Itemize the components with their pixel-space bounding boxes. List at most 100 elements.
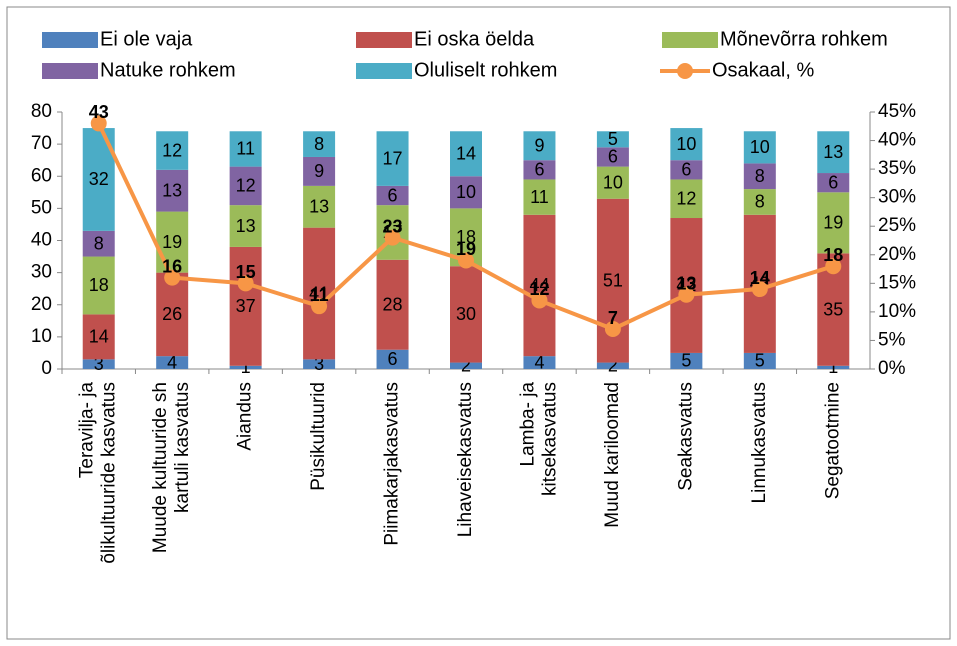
y-tick-label: 50 — [31, 197, 52, 218]
point-label: 12 — [529, 279, 549, 299]
x-tick-label: Lamba- jakitsekasvatus — [517, 382, 560, 496]
point-label: 13 — [676, 274, 696, 294]
bar-label: 1 — [828, 357, 838, 377]
bar-segment — [82, 359, 115, 369]
legend-swatch — [356, 32, 412, 48]
bar-label: 6 — [388, 185, 398, 205]
bar-label: 10 — [750, 137, 770, 157]
bar-label: 13 — [162, 180, 182, 200]
bar-segment — [523, 160, 556, 180]
y2-tick-label: 40% — [878, 130, 916, 151]
bar-label: 8 — [314, 134, 324, 154]
bar-label: 8 — [755, 192, 765, 212]
bar-label: 9 — [534, 135, 544, 155]
point-label: 43 — [89, 102, 109, 122]
bar-segment — [156, 131, 189, 170]
y2-tick-label: 0% — [878, 358, 906, 379]
legend-label: Ei oska öelda — [414, 28, 535, 50]
point-label: 18 — [823, 245, 843, 265]
legend-label: Mõnevõrra rohkem — [720, 28, 888, 50]
bar-label: 41 — [309, 283, 329, 303]
bar-label: 6 — [608, 147, 618, 167]
point-label: 15 — [236, 262, 256, 282]
bar-segment — [376, 131, 409, 186]
y2-tick-label: 20% — [878, 244, 916, 265]
line-point — [678, 286, 695, 303]
point-label: 19 — [456, 239, 476, 259]
bar-segment — [229, 166, 262, 206]
y2-tick-label: 5% — [878, 329, 906, 350]
bar-label: 12 — [162, 140, 182, 160]
bar-label: 19 — [162, 232, 182, 252]
bar-label: 6 — [681, 160, 691, 180]
bar-segment — [156, 356, 189, 369]
bar-label: 4 — [167, 352, 177, 372]
bar-segment — [743, 163, 776, 190]
bar-label: 13 — [236, 216, 256, 236]
bar-segment — [450, 176, 482, 209]
legend-label: Osakaal, % — [712, 59, 814, 81]
bar-segment — [523, 214, 556, 357]
line-point — [164, 269, 181, 286]
bar-segment — [523, 131, 556, 161]
bar-segment — [596, 362, 629, 369]
y-tick-label: 80 — [31, 101, 52, 122]
bar-segment — [303, 359, 336, 369]
legend-swatch — [42, 63, 98, 79]
point-label: 16 — [162, 256, 182, 276]
y-tick-label: 30 — [31, 262, 52, 283]
bar-segment — [229, 365, 262, 369]
bar-label: 10 — [456, 182, 476, 202]
bar-segment — [303, 156, 336, 186]
x-tick-label: Segatootmine — [822, 382, 843, 499]
line-point — [90, 115, 107, 132]
bar-label: 2 — [608, 356, 618, 376]
bar-label: 5 — [755, 351, 765, 371]
bar-label: 19 — [823, 213, 843, 233]
bar-segment — [82, 256, 115, 315]
y2-tick-label: 45% — [878, 101, 916, 122]
bar-label: 18 — [89, 275, 109, 295]
bar-segment — [596, 131, 629, 148]
bar-label: 14 — [456, 144, 476, 164]
bar-segment — [523, 179, 556, 215]
bar-label: 51 — [603, 270, 623, 290]
x-tick-label: Muude kultuuride shkartuli kasvatus — [150, 382, 193, 553]
bar-segment — [229, 246, 262, 366]
bar-segment — [817, 131, 850, 174]
line-point — [311, 298, 328, 315]
bar-label: 17 — [383, 148, 403, 168]
bar-label: 26 — [162, 304, 182, 324]
bar-label: 13 — [309, 197, 329, 217]
point-label: 14 — [750, 268, 770, 288]
x-tick-label: Piimakarjakasvatus — [382, 382, 403, 546]
bar-segment — [670, 160, 703, 180]
bar-segment — [817, 173, 850, 193]
x-tick-label: Muud kariloomad — [602, 382, 623, 528]
x-tick-label: Aiandus — [235, 382, 256, 451]
bar-label: 6 — [388, 349, 398, 369]
bar-segment — [670, 352, 703, 369]
bar-label: 30 — [456, 304, 476, 324]
bar-label: 11 — [530, 187, 549, 207]
bar-segment — [82, 314, 115, 360]
bar-label: 1 — [241, 357, 251, 377]
bar-label: 8 — [94, 233, 104, 253]
bar-label: 5 — [681, 351, 691, 371]
bar-segment — [670, 218, 703, 353]
bar-segment — [156, 169, 189, 212]
y-tick-label: 60 — [31, 165, 52, 186]
bar-label: 44 — [529, 275, 549, 295]
bar-segment — [450, 362, 482, 369]
bar-label: 12 — [676, 188, 696, 208]
bar-label: 9 — [314, 161, 324, 181]
bar-label: 28 — [383, 295, 403, 315]
bar-label: 3 — [314, 354, 324, 374]
x-tick-label: Seakasvatus — [675, 382, 696, 491]
bar-label: 6 — [828, 172, 838, 192]
line-point — [237, 275, 254, 292]
legend-label: Oluliselt rohkem — [414, 59, 557, 81]
y-tick-label: 10 — [31, 326, 52, 347]
bar-label: 3 — [94, 354, 104, 374]
